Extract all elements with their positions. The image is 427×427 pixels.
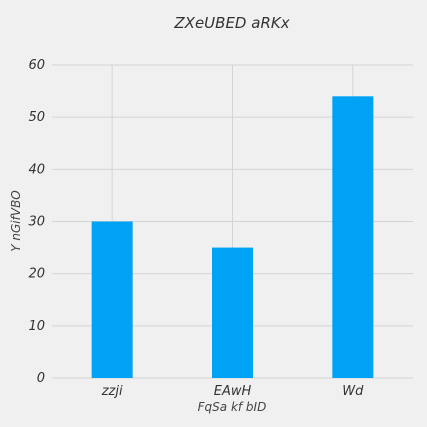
y-tick-label: 40 bbox=[28, 162, 45, 177]
y-tick-label: 60 bbox=[28, 58, 45, 73]
bar-Wd bbox=[332, 96, 374, 379]
y-tick-label: 20 bbox=[28, 267, 45, 282]
y-tick-label: 50 bbox=[28, 110, 45, 125]
y-tick-label: 0 bbox=[37, 371, 45, 386]
bars bbox=[91, 96, 374, 379]
chart-title: ZXeUBED aRKx bbox=[173, 14, 289, 32]
bar-EAwH bbox=[212, 247, 253, 378]
y-tick-label: 10 bbox=[28, 319, 45, 334]
y-tick-labels: 0 10 20 30 40 50 60 bbox=[28, 58, 45, 386]
y-axis-label: Y nGifVBO bbox=[9, 190, 23, 252]
y-tick-label: 30 bbox=[28, 215, 45, 230]
bar-zzji bbox=[91, 221, 133, 378]
x-tick-label: zzji bbox=[101, 384, 123, 399]
x-axis-label: FqSa kf bID bbox=[198, 400, 267, 414]
x-tick-labels: zzji EAwH Wd bbox=[101, 384, 364, 399]
x-tick-label: EAwH bbox=[214, 384, 252, 399]
x-tick-label: Wd bbox=[342, 384, 364, 399]
